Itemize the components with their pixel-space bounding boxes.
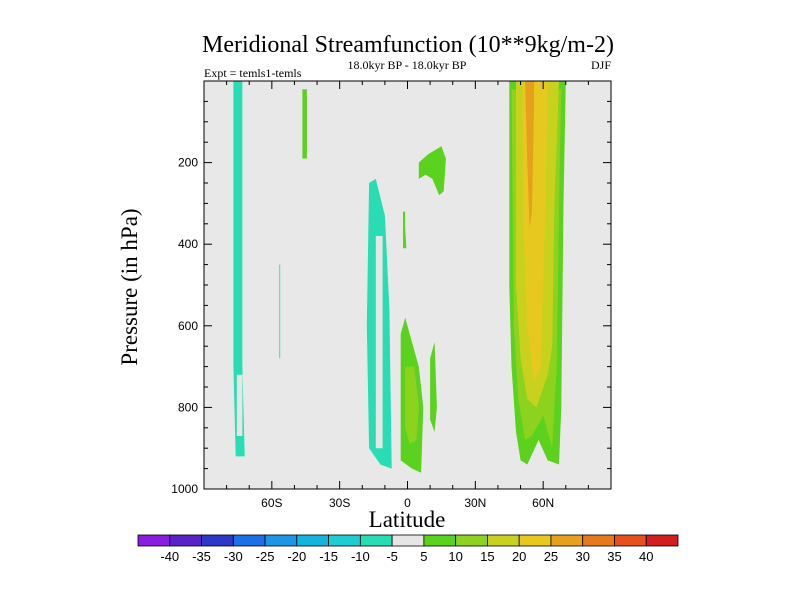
colorbar-label: 5: [420, 549, 427, 564]
colorbar: -40 -35 -30 -25 -20 -15 -10 -5 5 10 15 20 25 30 35 40: [137, 534, 679, 564]
colorbar-label: 25: [544, 549, 558, 564]
contour-sh-upper-blob: [302, 89, 307, 159]
colorbar-swatch: [518, 534, 552, 547]
x-axis-title: Latitude: [369, 507, 446, 532]
colorbar-label: -15: [319, 549, 338, 564]
colorbar-swatch: [582, 534, 615, 547]
period-label: 18.0kyr BP - 18.0kyr BP: [348, 58, 467, 72]
contour-eq-lower-core: [405, 366, 419, 445]
colorbar-swatch: [423, 534, 457, 547]
colorbar-swatch: [550, 534, 584, 547]
contour-nh-cell-max: [525, 81, 535, 228]
colorbar-swatch: [328, 534, 361, 547]
y-tick-label: 1000: [171, 482, 198, 496]
contour-sh-subtropical-core: [375, 236, 383, 449]
contour-eq-small-blob: [403, 211, 407, 249]
colorbar-label: 35: [607, 549, 621, 564]
colorbar-label: -35: [192, 549, 211, 564]
y-tick-label: 800: [178, 400, 198, 414]
y-axis-title: Pressure (in hPa): [117, 208, 142, 365]
colorbar-swatch: [137, 534, 171, 547]
colorbar-swatch: [296, 534, 329, 547]
contour-sh-polar-column: [233, 81, 245, 457]
x-tick-label: 30N: [464, 496, 486, 510]
colorbar-label: -10: [351, 549, 370, 564]
y-tick-label: 600: [178, 319, 198, 333]
contour-nh-lower-strip: [430, 342, 437, 432]
plot-frame: [203, 80, 612, 490]
colorbar-swatch: [169, 534, 202, 547]
colorbar-label: 40: [639, 549, 653, 564]
contour-regions: [233, 81, 566, 473]
y-tick-label: 400: [178, 237, 198, 251]
colorbar-swatch: [391, 534, 425, 547]
contour-nh-upper-blob: [418, 146, 446, 196]
colorbar-swatch: [359, 534, 393, 547]
colorbar-swatch: [645, 534, 679, 547]
contour-sh-polar-inner: [236, 374, 243, 436]
contour-sh-thin-strip: [279, 264, 281, 359]
colorbar-label: -25: [256, 549, 275, 564]
colorbar-swatch: [487, 534, 520, 547]
season-label: DJF: [591, 58, 611, 72]
experiment-label: Expt = temls1-temls: [204, 66, 302, 80]
x-tick-label: 30S: [329, 496, 350, 510]
colorbar-label: -20: [287, 549, 306, 564]
colorbar-label: -40: [160, 549, 179, 564]
colorbar-swatch: [614, 534, 647, 547]
colorbar-label: -30: [224, 549, 243, 564]
y-tick-label: 200: [178, 156, 198, 170]
x-tick-label: 0: [404, 496, 411, 510]
x-tick-label: 60N: [532, 496, 554, 510]
x-tick-label: 60S: [261, 496, 282, 510]
colorbar-swatch: [264, 534, 298, 547]
chart-title: Meridional Streamfunction (10**9kg/m-2): [202, 32, 614, 58]
colorbar-label: 20: [512, 549, 526, 564]
colorbar-swatch: [201, 534, 234, 547]
colorbar-label: -5: [386, 549, 398, 564]
colorbar-label: 10: [448, 549, 462, 564]
colorbar-label: 15: [480, 549, 494, 564]
colorbar-label: 30: [575, 549, 589, 564]
colorbar-swatch: [455, 534, 488, 547]
colorbar-swatch: [232, 534, 266, 547]
